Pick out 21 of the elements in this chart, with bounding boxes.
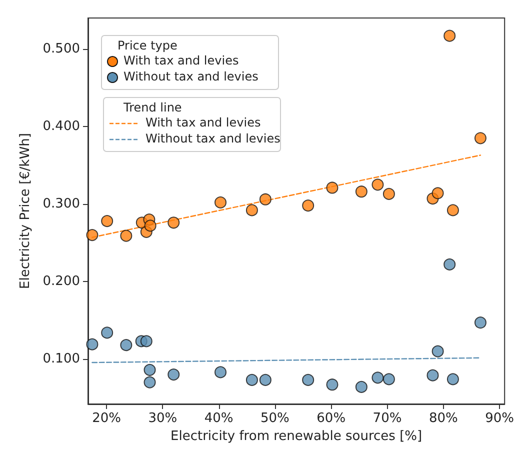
x-tick-label: 20% <box>92 411 121 426</box>
y-axis-title: Electricity Price [€/kWh] <box>18 133 33 289</box>
annotation: Trend line <box>122 100 182 114</box>
y-tick-label: 0.300 <box>42 196 80 212</box>
y-tick-label: 0.500 <box>42 42 80 57</box>
legend-label: Without tax and levies <box>124 70 258 84</box>
x-axis-title: Electricity from renewable sources [%] <box>170 429 422 444</box>
x-tick-label: 50% <box>260 411 290 426</box>
x-tick-label: 60% <box>316 411 346 426</box>
x-tick-label: 80% <box>428 411 458 426</box>
legend-label: With tax and levies <box>146 116 261 130</box>
x-tick-label: 30% <box>148 411 178 426</box>
x-tick-label: 40% <box>204 411 234 426</box>
legend-label: Without tax and levies <box>146 132 280 146</box>
y-tick-label: 0.400 <box>42 119 80 134</box>
legend-label: With tax and levies <box>124 54 239 68</box>
x-tick-label: 90% <box>485 411 514 426</box>
y-tick-label: 0.200 <box>42 274 80 290</box>
y-tick-label: 0.100 <box>42 352 80 367</box>
legend-title: Price type <box>118 38 178 52</box>
x-tick-label: 70% <box>372 411 402 426</box>
